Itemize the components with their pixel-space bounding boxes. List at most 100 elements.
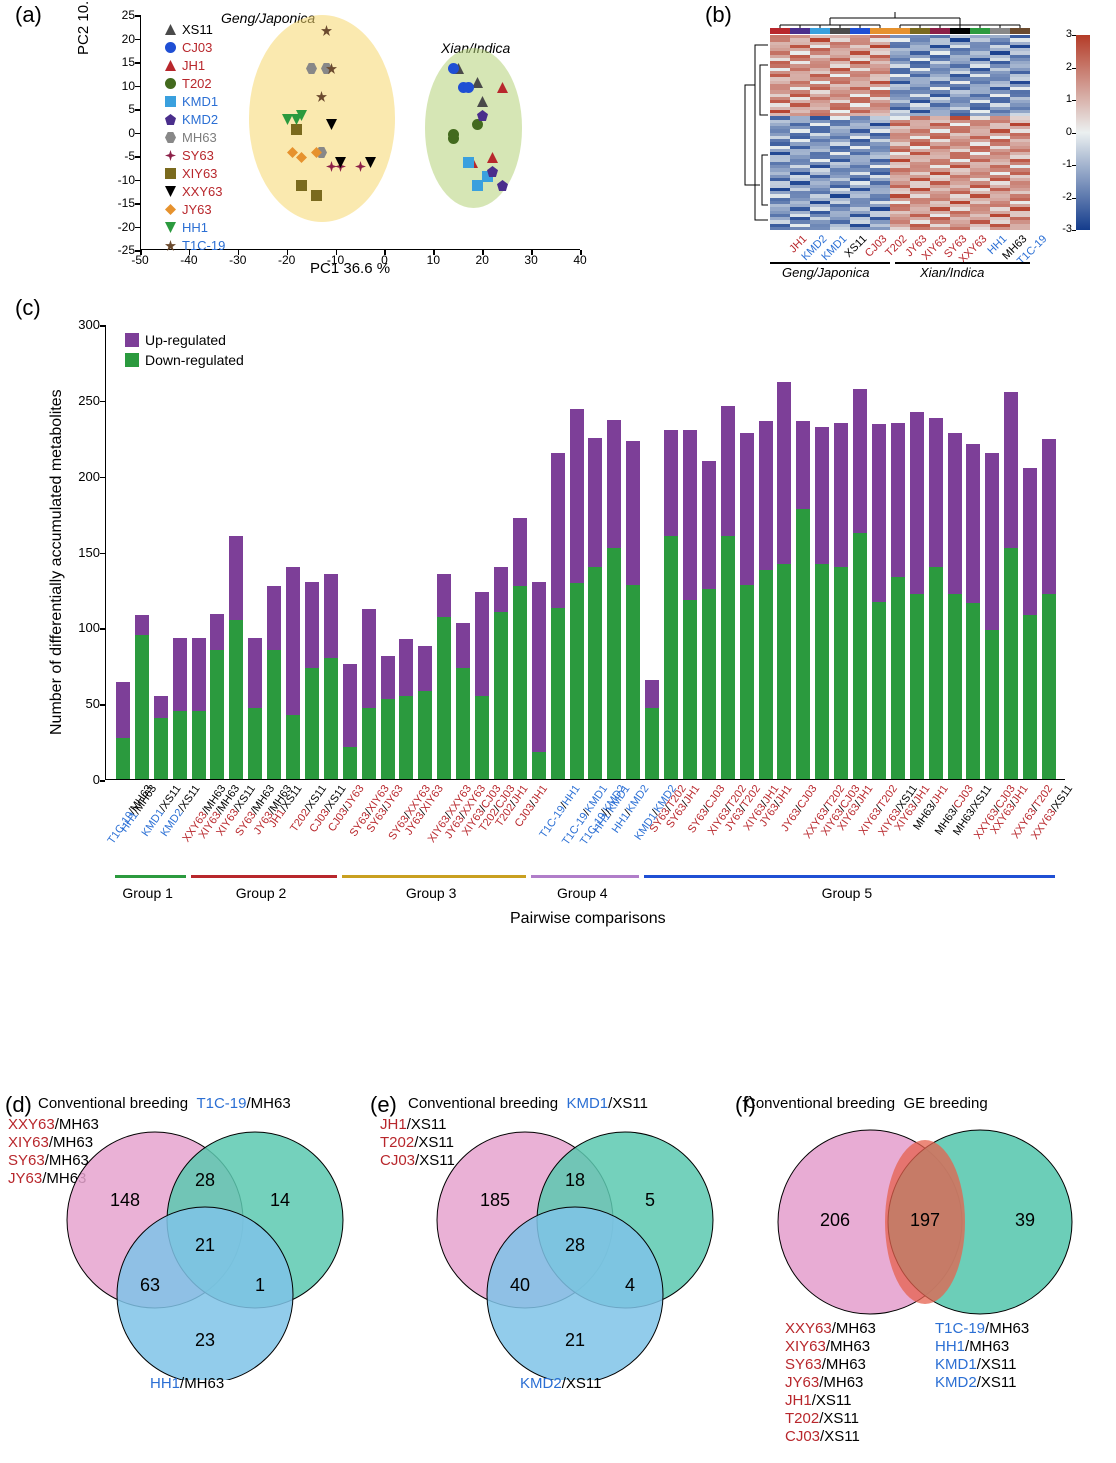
pca-point — [365, 155, 377, 167]
legend-item: T1C-19 — [165, 236, 225, 254]
stacked-bar — [456, 623, 470, 779]
pca-point — [497, 80, 509, 92]
panel-a: PC2 10.1 % PC1 36.6 % Geng/Japonica Xian… — [30, 5, 690, 280]
legend-item: XXY63 — [165, 182, 225, 200]
stacked-bar-chart — [105, 325, 1065, 780]
legend-item: JY63 — [165, 200, 225, 218]
stacked-bar — [664, 430, 678, 779]
stacked-bar — [475, 592, 489, 779]
venn-list-item: KMD1/XS11 — [935, 1356, 1016, 1373]
stacked-bar — [1023, 468, 1037, 779]
venn-count: 28 — [185, 1170, 225, 1191]
pca-point — [477, 108, 489, 120]
stacked-bar — [286, 567, 300, 779]
venn-list-item: T202/XS11 — [785, 1410, 859, 1427]
col-color-bar — [770, 28, 1030, 34]
stacked-bar — [834, 423, 848, 779]
stacked-bar — [570, 409, 584, 779]
stacked-bar — [173, 638, 187, 779]
stacked-bar — [210, 614, 224, 779]
pca-point — [463, 155, 475, 167]
stacked-bar — [683, 430, 697, 779]
legend-item: XS11 — [165, 20, 225, 38]
pca-point — [335, 155, 347, 167]
stacked-bar — [815, 427, 829, 779]
panel-f-venn: Conventional breeding GE breeding 206197… — [745, 1110, 1105, 1460]
venn-count: 4 — [610, 1275, 650, 1296]
pca-point — [326, 61, 338, 73]
pca-point — [316, 89, 328, 101]
stacked-bar — [324, 574, 338, 779]
heatmap-group1: Geng/Japonica — [782, 265, 869, 280]
stacked-bar — [721, 406, 735, 779]
venn-list-item: JH1/XS11 — [785, 1392, 851, 1409]
venn3-below: HH1/MH63 — [150, 1375, 224, 1392]
stacked-bar — [966, 444, 980, 779]
heatmap-grid — [770, 35, 1030, 230]
stacked-bar — [154, 696, 168, 779]
pca-point — [311, 145, 323, 157]
stacked-bar — [759, 421, 773, 779]
pca-point — [448, 61, 460, 73]
row-dendrogram — [730, 35, 770, 230]
venn-list-item: HH1/MH63 — [935, 1338, 1009, 1355]
stacked-bar — [985, 453, 999, 779]
pca-point — [311, 188, 323, 200]
venn-count: 28 — [555, 1235, 595, 1256]
legend-up: Up-regulated — [125, 330, 244, 350]
heatmap-group2: Xian/Indica — [920, 265, 984, 280]
venn3-below: KMD2/XS11 — [520, 1375, 601, 1392]
legend-item: KMD1 — [165, 92, 225, 110]
figure: (a) PC2 10.1 % PC1 36.6 % Geng/Japonica … — [0, 0, 1116, 1463]
pca-point — [487, 150, 499, 162]
stacked-bar — [192, 638, 206, 779]
venn-count: 21 — [555, 1330, 595, 1351]
venn-count: 206 — [810, 1210, 860, 1231]
bar-xlabel: Pairwise comparisons — [510, 910, 666, 928]
venn-count: 63 — [130, 1275, 170, 1296]
legend-item: KMD2 — [165, 110, 225, 128]
bar-ylabel: Number of differentially accumulated met… — [48, 389, 66, 735]
venn-count: 14 — [260, 1190, 300, 1211]
stacked-bar — [948, 433, 962, 779]
stacked-bar — [929, 418, 943, 779]
legend-item: HH1 — [165, 218, 225, 236]
heatmap-colorbar — [1076, 35, 1090, 230]
venn-list-item: JY63/MH63 — [785, 1374, 863, 1391]
stacked-bar — [588, 438, 602, 779]
legend-item: MH63 — [165, 128, 225, 146]
group-label: Group 4 — [557, 885, 608, 901]
legend-item: JH1 — [165, 56, 225, 74]
stacked-bar — [777, 382, 791, 779]
pca-point — [472, 178, 484, 190]
stacked-bar — [551, 453, 565, 779]
venn2-title: Conventional breeding GE breeding — [745, 1095, 988, 1112]
legend-item: SY63 — [165, 146, 225, 164]
pca-point — [321, 23, 333, 35]
pca-point — [487, 164, 499, 176]
stacked-bar — [626, 441, 640, 779]
panel-d-venn: Conventional breeding T1C-19/MH63 XXY63/… — [20, 1110, 380, 1460]
legend-item: CJ03 — [165, 38, 225, 56]
venn-count: 40 — [500, 1275, 540, 1296]
stacked-bar — [116, 682, 130, 779]
pca-point — [296, 178, 308, 190]
panel-c: Number of differentially accumulated met… — [30, 315, 1090, 925]
stacked-bar — [248, 638, 262, 779]
stacked-bar — [1042, 439, 1056, 779]
venn-count: 148 — [105, 1190, 145, 1211]
stacked-bar — [437, 574, 451, 779]
stacked-bar — [872, 424, 886, 779]
venn-list-item: CJ03/XS11 — [785, 1428, 860, 1445]
stacked-bar — [702, 461, 716, 779]
venn-list-item: XIY63/MH63 — [785, 1338, 870, 1355]
panel-e-venn: Conventional breeding KMD1/XS11 JH1/XS11… — [390, 1110, 750, 1460]
venn-count: 185 — [475, 1190, 515, 1211]
stacked-bar — [796, 421, 810, 779]
stacked-bar — [494, 567, 508, 779]
stacked-bar — [532, 582, 546, 779]
stacked-bar — [399, 639, 413, 779]
stacked-bar — [305, 582, 319, 779]
venn-list-item: XXY63/MH63 — [785, 1320, 876, 1337]
stacked-bar — [910, 412, 924, 779]
